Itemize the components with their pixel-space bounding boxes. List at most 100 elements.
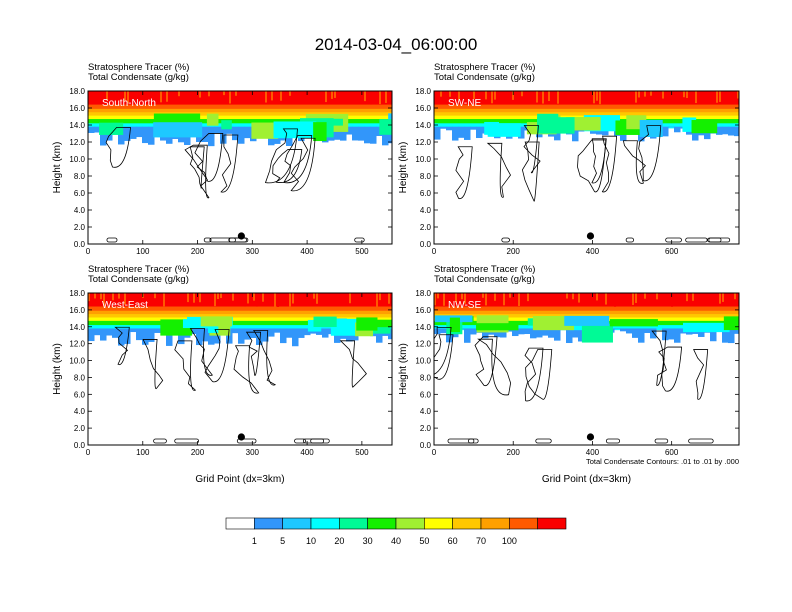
tracer-cell xyxy=(731,91,733,96)
condensate-contour xyxy=(142,339,164,389)
y-tick-label: 14.0 xyxy=(69,121,85,130)
colorbar-label: 40 xyxy=(391,536,401,546)
tracer-cell xyxy=(518,328,525,335)
condensate-contour xyxy=(203,237,212,243)
tracer-cell xyxy=(307,91,309,103)
x-tick-label: 200 xyxy=(191,448,205,457)
tracer-cell xyxy=(452,126,459,141)
tracer-cell xyxy=(518,126,525,139)
tracer-cell xyxy=(153,122,203,138)
tracer-cell xyxy=(289,91,291,96)
x-tick-label: 0 xyxy=(432,448,437,457)
tracer-cell xyxy=(521,293,523,299)
plot-frame xyxy=(433,292,740,446)
tracer-cell xyxy=(440,328,447,334)
colorbar-segment xyxy=(452,517,482,530)
tracer-cell xyxy=(277,293,279,307)
tracer-cell xyxy=(506,293,508,305)
tracer-cell xyxy=(196,328,203,346)
tracer-cell xyxy=(214,328,221,344)
tracer-cell xyxy=(644,293,646,299)
tracer-cell xyxy=(479,293,481,303)
location-marker xyxy=(237,433,245,441)
tracer-cell xyxy=(109,91,111,100)
y-tick-label: 14.0 xyxy=(415,121,431,130)
condensate-contour xyxy=(106,237,118,243)
tracer-cell xyxy=(325,91,327,103)
tracer-cell xyxy=(232,328,239,334)
y-tick-label: 4.0 xyxy=(74,407,86,416)
tracer-cell xyxy=(388,126,392,144)
tracer-cell xyxy=(274,328,281,333)
tracer-cell xyxy=(211,91,213,104)
tracer-cell xyxy=(289,293,291,307)
tracer-cell xyxy=(100,293,102,300)
field-label: Stratosphere Tracer (%) xyxy=(88,264,189,275)
condensate-contours xyxy=(114,326,367,444)
tracer-cell xyxy=(572,293,574,300)
x-tick-label: 200 xyxy=(191,247,205,256)
tracer-cell xyxy=(455,293,457,303)
tracer-cell xyxy=(206,113,219,126)
chart-title: 2014-03-04_06:00:00 xyxy=(315,35,478,54)
tracer-cell xyxy=(692,126,699,141)
condensate-contour xyxy=(523,125,541,174)
tracer-cell xyxy=(382,126,389,146)
tracer-band xyxy=(88,119,392,125)
condensate-contour xyxy=(521,141,540,202)
tracer-cell xyxy=(221,120,232,130)
tracer-cell xyxy=(521,91,523,97)
tracer-cell xyxy=(388,328,392,340)
tracer-cell xyxy=(728,328,735,344)
tracer-cell xyxy=(262,293,264,302)
condensate-contour xyxy=(253,330,277,386)
panel-nw-se: Stratosphere Tracer (%)Total Condensate … xyxy=(398,264,740,485)
tracer-cell xyxy=(530,328,537,339)
condensate-contour xyxy=(447,438,475,444)
tracer-cell xyxy=(181,91,183,98)
tracer-cell xyxy=(506,91,508,103)
tracer-field xyxy=(88,91,392,147)
field-label: Stratosphere Tracer (%) xyxy=(88,62,189,73)
tracer-cell xyxy=(548,328,555,338)
condensate-contour xyxy=(524,347,544,402)
tracer-cell xyxy=(388,293,390,304)
tracer-cell xyxy=(136,293,138,304)
tracer-cell xyxy=(200,316,233,327)
tracer-cell xyxy=(482,293,484,298)
tracer-cell xyxy=(476,126,483,139)
tracer-band xyxy=(434,310,739,316)
y-tick-label: 0.0 xyxy=(420,240,432,249)
panel-name: SW-NE xyxy=(448,98,481,109)
tracer-cell xyxy=(500,91,502,99)
tracer-cell xyxy=(154,328,161,333)
tracer-cell xyxy=(88,126,95,133)
tracer-cell xyxy=(295,293,297,299)
x-tick-label: 600 xyxy=(665,448,679,457)
x-tick-label: 0 xyxy=(432,247,437,256)
tracer-cell xyxy=(226,293,228,299)
tracer-cell xyxy=(710,91,712,101)
tracer-cell xyxy=(235,91,237,96)
tracer-cell xyxy=(256,91,258,101)
tracer-cell xyxy=(355,91,357,97)
y-axis-label: Height (km) xyxy=(398,343,409,395)
tracer-cell xyxy=(118,293,120,299)
tracer-cell xyxy=(328,293,330,300)
x-tick-label: 100 xyxy=(136,448,150,457)
colorbar: 1 5 10 20 30 40 50 60 70 100 xyxy=(225,517,567,546)
condensate-contour xyxy=(685,237,708,243)
y-tick-label: 16.0 xyxy=(69,104,85,113)
tracer-cell xyxy=(250,91,252,97)
tracer-cell xyxy=(512,91,514,100)
tracer-cell xyxy=(605,293,607,305)
colorbar-label: 100 xyxy=(502,536,517,546)
tracer-cell xyxy=(644,328,651,334)
tracer-cell xyxy=(662,126,669,137)
tracer-cell xyxy=(199,91,201,98)
tracer-field xyxy=(434,293,739,344)
tracer-cell xyxy=(376,328,383,343)
tracer-cell xyxy=(639,119,663,137)
y-tick-label: 0.0 xyxy=(74,441,86,450)
tracer-cell xyxy=(367,91,369,105)
